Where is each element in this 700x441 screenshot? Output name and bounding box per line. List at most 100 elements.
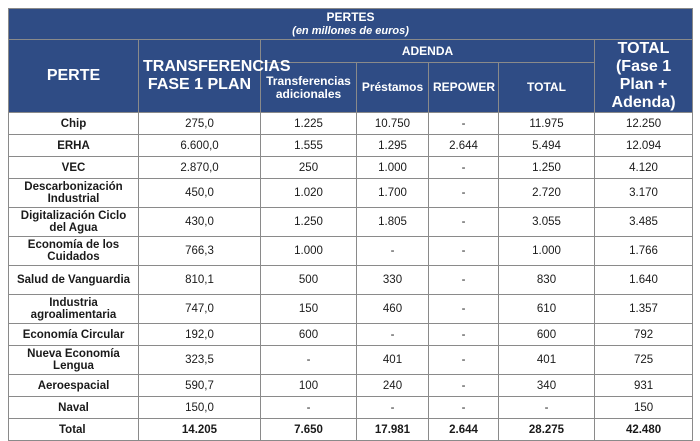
cell-prestamos: - [356,323,429,346]
pertes-table-container: PERTES (en millones de euros) PERTE TRAN… [7,8,694,441]
total-cell-total: 42.480 [593,418,694,441]
cell-repower: - [428,345,499,375]
cell-total: 12.094 [593,134,694,157]
cell-transferencias: 1.225 [260,112,357,135]
header-prestamos: Préstamos [356,62,429,113]
cell-total: 150 [593,396,694,419]
cell-total-adenda: 401 [498,345,595,375]
cell-fase1: 6.600,0 [138,134,261,157]
pertes-table: PERTES (en millones de euros) PERTE TRAN… [7,8,694,441]
cell-transferencias: - [260,396,357,419]
cell-perte: Salud de Vanguardia [8,265,139,295]
cell-total: 725 [593,345,694,375]
cell-perte: Aeroespacial [8,374,139,397]
table-row: Nueva Economía Lengua 323,5-401-401 725 [8,345,694,375]
cell-repower: - [428,112,499,135]
table-title: PERTES (en millones de euros) [7,8,694,40]
cell-transferencias: 1.020 [260,178,357,208]
cell-prestamos: 330 [356,265,429,295]
cell-perte: Naval [8,396,139,419]
cell-repower: - [428,207,499,237]
cell-fase1: 150,0 [138,396,261,419]
cell-total-adenda: 3.055 [498,207,595,237]
cell-fase1: 450,0 [138,178,261,208]
cell-repower: - [428,265,499,295]
total-cell-perte: Total [8,418,139,441]
cell-repower: - [428,374,499,397]
cell-total: 12.250 [593,112,694,135]
cell-total-adenda: - [498,396,595,419]
cell-fase1: 810,1 [138,265,261,295]
cell-total: 931 [593,374,694,397]
table-row: Naval 150,0- - - -150 [8,396,694,419]
cell-repower: - [428,236,499,266]
cell-total-adenda: 610 [498,294,595,324]
table-subtitle: (en millones de euros) [292,25,409,37]
table-title-text: PERTES [326,10,375,24]
header-adenda: ADENDA [260,38,595,64]
header-total-fase: TOTAL (Fase 1 Plan + Adenda) [593,39,694,113]
cell-perte: VEC [8,156,139,179]
cell-perte: Digitalización Ciclo del Agua [8,207,139,237]
cell-perte: ERHA [8,134,139,157]
cell-repower: - [428,396,499,419]
cell-perte: Descarbonización Industrial [8,178,139,208]
total-cell-fase1: 14.205 [138,418,261,441]
cell-transferencias: 600 [260,323,357,346]
cell-prestamos: - [356,396,429,419]
header-transferencias-adicionales: Transferencias adicionales [260,62,357,113]
cell-total-adenda: 11.975 [498,112,595,135]
cell-prestamos: 1.000 [356,156,429,179]
cell-repower: - [428,156,499,179]
cell-perte: Chip [8,112,139,135]
total-cell-prestamos: 17.981 [356,418,429,441]
cell-perte: Industria agroalimentaria [8,294,139,324]
cell-total: 1.640 [593,265,694,295]
cell-prestamos: 240 [356,374,429,397]
cell-total-adenda: 5.494 [498,134,595,157]
table-row: VEC 2.870,0 250 1.000-1.250 4.120 [8,156,694,179]
cell-total-adenda: 1.250 [498,156,595,179]
header-perte: PERTE [8,39,139,113]
header-repower: REPOWER [428,62,499,113]
header-transferencias-fase1: TRANSFERENCIAS FASE 1 PLAN [138,39,291,113]
cell-transferencias: 1.250 [260,207,357,237]
cell-total: 1.766 [593,236,694,266]
total-row: Total 14.205 7.650 17.981 2.644 28.275 42.480 [8,418,694,441]
cell-fase1: 747,0 [138,294,261,324]
cell-total: 3.485 [593,207,694,237]
cell-transferencias: 100 [260,374,357,397]
table-row: Economía Circular 192,0 600- -600 792 [8,323,694,346]
cell-transferencias: 150 [260,294,357,324]
cell-transferencias: 1.555 [260,134,357,157]
cell-total: 1.357 [593,294,694,324]
cell-prestamos: 1.805 [356,207,429,237]
cell-total-adenda: 1.000 [498,236,595,266]
cell-fase1: 766,3 [138,236,261,266]
cell-perte: Economía de los Cuidados [8,236,139,266]
table-row: Industria agroalimentaria 747,0 150 460-610… [8,294,694,324]
cell-total-adenda: 830 [498,265,595,295]
cell-fase1: 192,0 [138,323,261,346]
cell-repower: - [428,323,499,346]
cell-total: 4.120 [593,156,694,179]
table-row: Chip 275,0 1.225 10.750-11.975 12.250 [8,112,694,135]
cell-total-adenda: 340 [498,374,595,397]
table-row: ERHA 6.600,0 1.555 1.295 2.644 5.494 12.094 [8,134,694,157]
cell-fase1: 275,0 [138,112,261,135]
table-row: Economía de los Cuidados 766,3 1.000- -1.00… [8,236,694,266]
table-row: Aeroespacial 590,7 100 240-340 931 [8,374,694,397]
cell-prestamos: 401 [356,345,429,375]
cell-perte: Economía Circular [8,323,139,346]
cell-prestamos: 460 [356,294,429,324]
table-body: Chip 275,0 1.225 10.750-11.975 12.250 ERHA 6.6… [8,112,694,441]
cell-fase1: 2.870,0 [138,156,261,179]
cell-prestamos: 10.750 [356,112,429,135]
cell-total-adenda: 2.720 [498,178,595,208]
cell-repower: - [428,178,499,208]
cell-repower: 2.644 [428,134,499,157]
cell-transferencias: 1.000 [260,236,357,266]
cell-fase1: 323,5 [138,345,261,375]
header-total-adenda: TOTAL [498,62,595,113]
total-cell-transferencias: 7.650 [260,418,357,441]
